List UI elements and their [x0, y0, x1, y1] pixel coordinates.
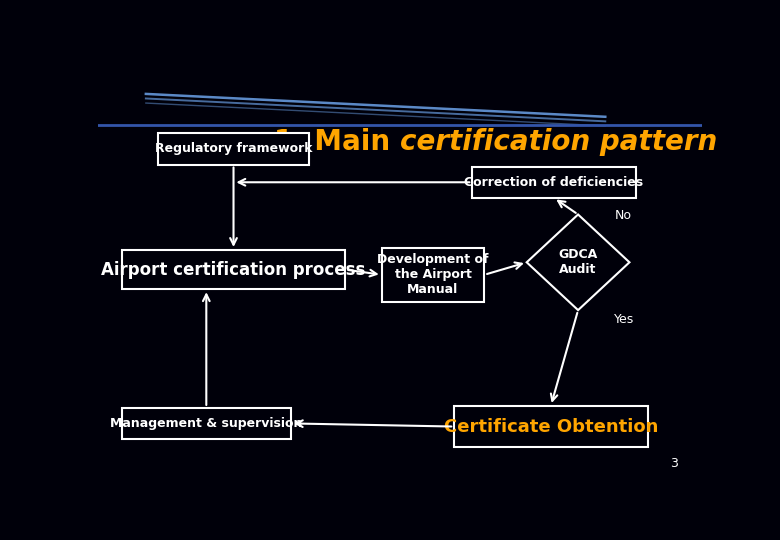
FancyBboxPatch shape — [473, 167, 636, 198]
Text: certification pattern: certification pattern — [399, 128, 717, 156]
Text: Correction of deficiencies: Correction of deficiencies — [464, 176, 644, 189]
FancyBboxPatch shape — [454, 406, 647, 447]
Text: No: No — [615, 209, 631, 222]
Polygon shape — [526, 214, 629, 310]
Text: Certificate Obtention: Certificate Obtention — [444, 417, 658, 436]
Text: Development of
the Airport
Manual: Development of the Airport Manual — [378, 253, 489, 296]
Text: Airport certification process: Airport certification process — [101, 261, 366, 279]
Text: GDCA
Audit: GDCA Audit — [558, 248, 597, 276]
FancyBboxPatch shape — [158, 133, 309, 165]
FancyBboxPatch shape — [122, 408, 291, 439]
Text: 1- Main: 1- Main — [274, 128, 399, 156]
Text: 3: 3 — [670, 457, 678, 470]
Text: Regulatory framework: Regulatory framework — [154, 143, 312, 156]
Text: Yes: Yes — [615, 313, 635, 326]
Text: Management & supervision: Management & supervision — [110, 417, 303, 430]
FancyBboxPatch shape — [381, 248, 484, 302]
FancyBboxPatch shape — [122, 250, 346, 289]
